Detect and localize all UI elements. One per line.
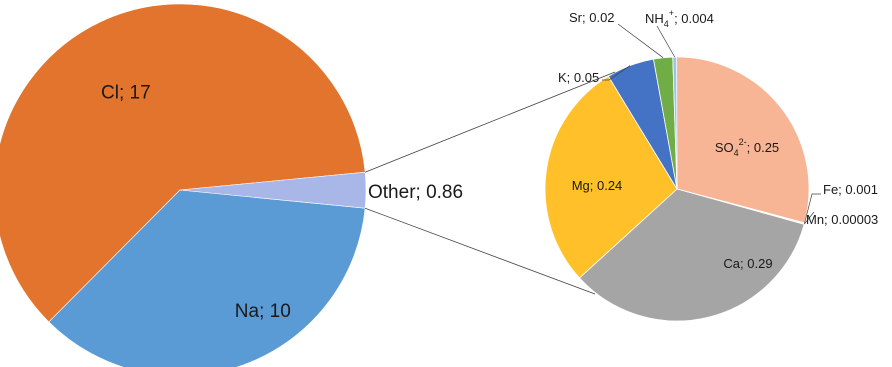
slice-mg (544, 75, 678, 279)
leader-mn (804, 211, 815, 225)
label-ca: Ca; 0.29 (723, 256, 772, 271)
label-mn: Mn; 0.00003 (806, 212, 878, 227)
slice-cl (0, 3, 366, 323)
label-mg: Mg; 0.24 (572, 178, 623, 193)
label-fe: Fe; 0.001 (823, 182, 878, 197)
leader-nh4 (656, 25, 676, 58)
slice-nh4 (672, 56, 678, 190)
label-k: K; 0.05 (558, 70, 599, 85)
leader-k (602, 65, 631, 81)
label-so4: SO42-; 0.25 (715, 137, 779, 158)
slice-so4-2 (675, 56, 810, 224)
breakdown-pie: SO42-; 0.25 Ca; 0.29 Mg; 0.24 Fe; 0.001 Mn; … (544, 8, 878, 322)
slice-ca (578, 188, 805, 322)
main-pie: Cl; 17 Na; 10 Other; 0.86 (0, 3, 463, 367)
leader-fe (804, 193, 821, 224)
leader-sr (617, 23, 664, 58)
label-nh4: NH4+; 0.004 (645, 8, 714, 29)
connector-line-bottom (364, 207, 596, 295)
label-na: Na; 10 (235, 301, 291, 322)
slice-na (48, 189, 366, 367)
connector-line-top (364, 71, 616, 173)
label-other: Other; 0.86 (368, 182, 463, 203)
label-sr: Sr; 0.02 (569, 10, 615, 25)
label-cl: Cl; 17 (101, 82, 151, 103)
